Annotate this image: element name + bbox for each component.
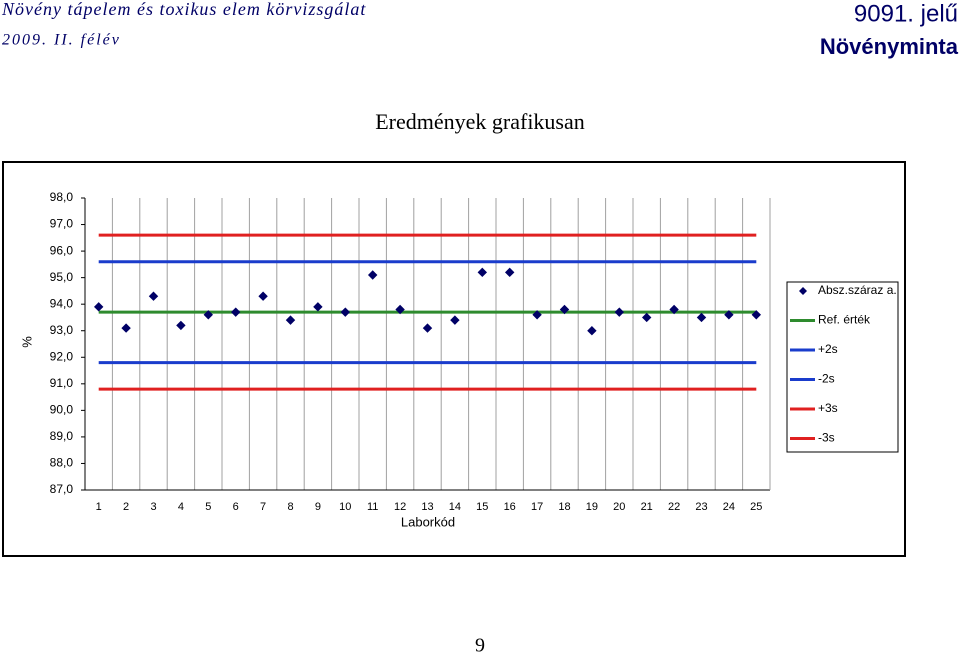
data-point [176,320,186,331]
legend-label: -2s [818,372,835,386]
data-point [641,312,652,323]
header-title: Növény tápelem és toxikus elem körvizsgá… [1,0,366,19]
x-tick-label: 13 [421,501,433,513]
x-tick-label: 9 [315,501,321,513]
data-point [422,323,433,333]
x-tick-label: 2 [123,501,129,513]
x-tick-label: 19 [586,501,598,513]
header-period: 2009. II. félév [2,32,121,49]
y-axis-label: % [19,336,34,348]
y-tick-label: 90,0 [50,403,74,417]
y-tick-label: 88,0 [50,456,74,470]
y-tick-label: 89,0 [50,429,74,443]
data-point [285,315,296,325]
x-tick-label: 23 [695,501,707,513]
data-point [614,307,625,317]
header-code: 9091. jelű [854,0,958,27]
legend-label: +3s [818,401,838,415]
data-point [367,270,378,280]
x-tick-label: 6 [233,501,239,513]
data-point [559,304,570,315]
x-tick-label: 11 [367,501,378,513]
data-point [340,307,351,317]
x-tick-label: 7 [260,501,266,513]
x-tick-label: 24 [723,501,735,513]
page-number: 9 [475,635,485,657]
data-point [477,267,488,278]
data-point [450,315,460,325]
y-tick-label: 97,0 [50,217,74,231]
legend-label: -3s [818,431,835,445]
x-tick-label: 18 [558,501,570,513]
data-point [669,304,679,315]
x-tick-label: 4 [178,501,184,513]
y-tick-label: 96,0 [50,243,74,257]
x-tick-label: 20 [613,501,625,513]
x-tick-label: 14 [449,501,461,513]
x-tick-label: 15 [476,501,488,513]
data-point [696,312,707,323]
legend-marker [799,287,807,295]
header-sample: Növényminta [820,34,959,59]
x-tick-label: 10 [339,501,351,513]
data-point [93,302,104,312]
y-tick-label: 92,0 [50,349,74,363]
x-tick-label: 17 [531,501,543,513]
data-point [532,310,542,320]
legend-label: +2s [818,342,838,356]
data-point [230,307,241,317]
x-tick-label: 1 [96,501,102,513]
x-tick-label: 8 [287,501,293,513]
y-tick-label: 93,0 [50,323,74,337]
data-point [751,310,762,320]
data-point [587,326,597,336]
y-tick-label: 91,0 [50,376,74,390]
y-tick-label: 98,0 [50,190,74,204]
x-tick-label: 5 [205,501,211,513]
data-point [258,291,268,301]
x-axis-label: Laborkód [401,514,455,529]
data-point [395,304,405,315]
legend-label: Ref. érték [818,313,871,327]
legend-label: Absz.száraz a. [818,283,897,297]
y-tick-label: 94,0 [50,296,74,310]
section-title: Eredmények grafikusan [375,109,585,134]
x-tick-label: 25 [750,501,762,513]
x-tick-label: 16 [504,501,516,513]
data-point [121,323,131,333]
data-point [724,310,734,320]
y-tick-label: 87,0 [50,482,74,496]
y-tick-label: 95,0 [50,270,74,284]
legend [786,281,899,453]
data-point [148,291,159,301]
data-point [313,302,323,312]
x-tick-label: 3 [150,501,156,513]
x-tick-label: 21 [641,501,653,513]
x-tick-label: 22 [668,501,680,513]
data-point [203,310,214,320]
data-point [504,267,515,278]
x-tick-label: 12 [394,501,406,513]
